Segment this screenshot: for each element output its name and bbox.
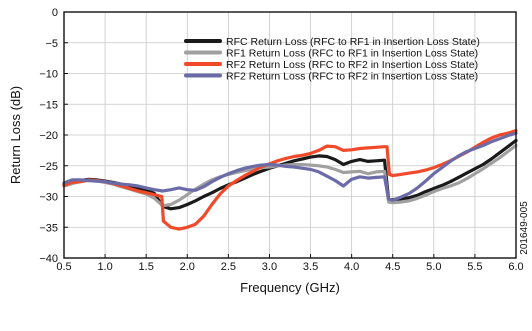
x-tick-label: 4.5 [385,261,400,273]
x-tick-label: 6.0 [508,261,523,273]
series-lines [62,129,518,231]
y-tick-label: −30 [39,192,58,204]
series-line-4 [62,131,518,202]
y-tick-label: −20 [39,130,58,142]
x-tick-label: 2.5 [221,261,236,273]
y-tick-label: −15 [39,99,58,111]
x-tick-label: 0.5 [56,261,71,273]
x-tick-label: 4.0 [344,261,359,273]
x-axis-label: Frequency (GHz) [240,280,340,295]
x-tick-label: 3.5 [303,261,318,273]
legend-label: RFC Return Loss (RFC to RF1 in Insertion… [226,36,480,48]
x-tick-label: 3.0 [262,261,277,273]
y-tick-label: −5 [45,38,58,50]
y-tick-label: 0 [52,7,58,19]
legend-label: RF1 Return Loss (RFC to RF1 in Insertion… [226,47,478,59]
series-line-1 [62,138,518,211]
axis-ticks: 0.5 1.0 1.5 2.0 2.5 3.0 3.5 4.0 4.5 5.0 5.5 6.0 0 −5 −… [39,7,523,273]
y-tick-label: −40 [39,253,58,265]
x-tick-label: 1.0 [97,261,112,273]
figure-id: 201649-005 [519,201,530,255]
x-tick-label: 5.0 [426,261,441,273]
legend: RFC Return Loss (RFC to RF1 in Insertion… [184,36,480,82]
legend-label: RF2 Return Loss (RFC to RF2 in Insertion… [226,59,478,71]
x-tick-label: 2.0 [180,261,195,273]
y-tick-label: −25 [39,161,58,173]
y-tick-label: −35 [39,222,58,234]
y-tick-label: −10 [39,69,58,81]
y-axis-label: Return Loss (dB) [8,86,23,184]
grid [64,12,516,258]
legend-label: RF2 Return Loss (RFC to RF2 in Insertion… [226,70,478,82]
series-line-3 [62,129,518,231]
x-tick-label: 1.5 [139,261,154,273]
x-tick-label: 5.5 [467,261,482,273]
